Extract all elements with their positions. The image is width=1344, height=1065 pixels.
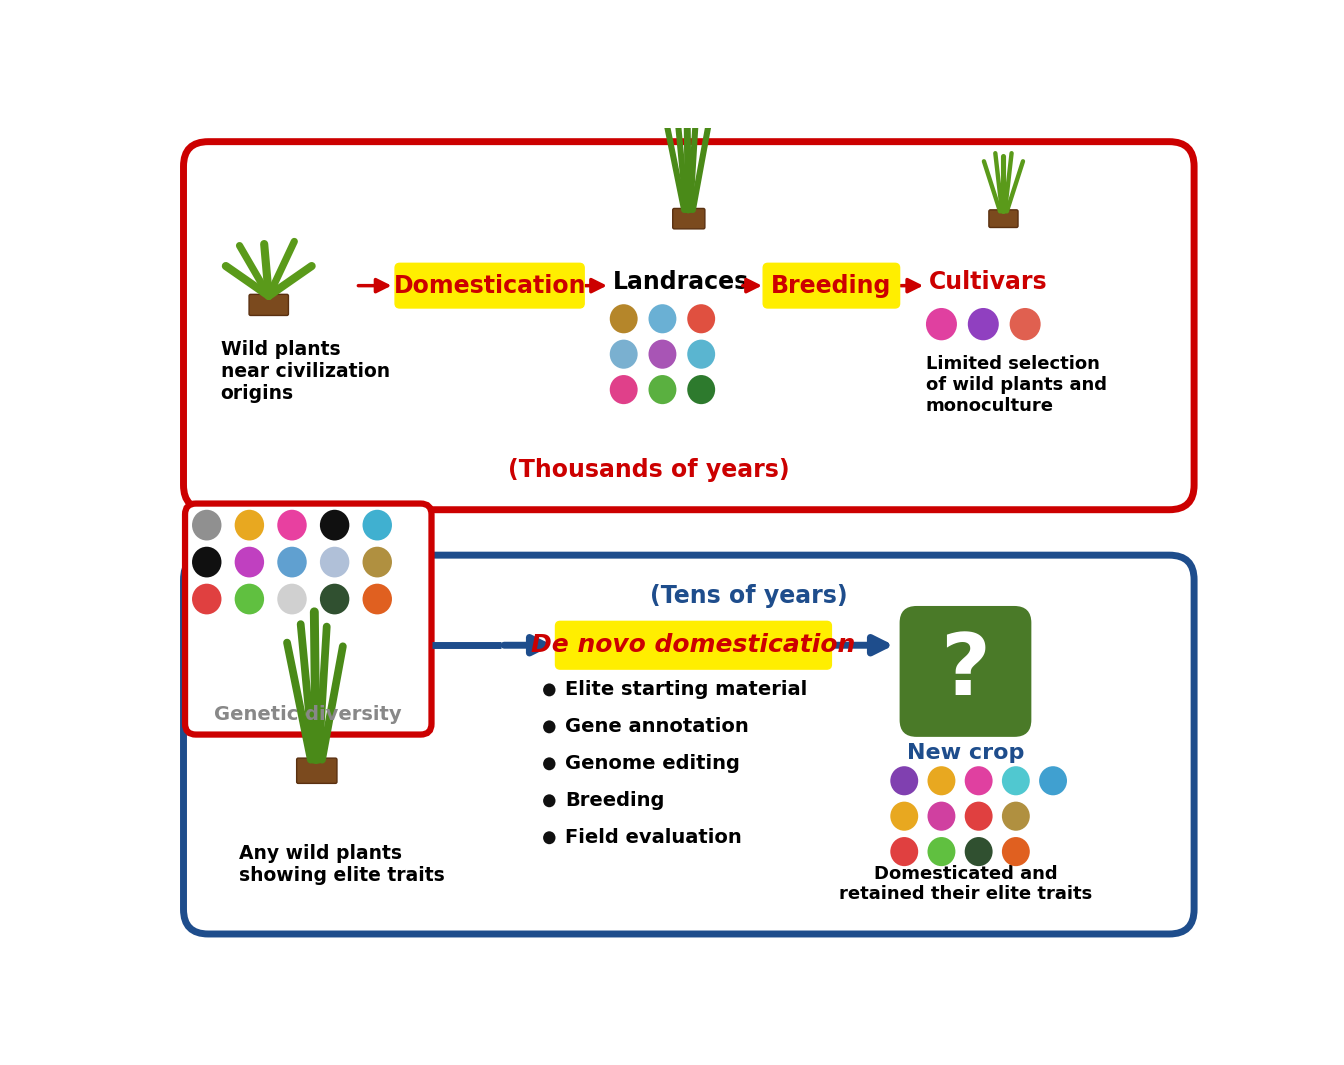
- Ellipse shape: [1001, 766, 1030, 796]
- Ellipse shape: [649, 340, 676, 368]
- Ellipse shape: [235, 546, 265, 577]
- FancyBboxPatch shape: [555, 621, 832, 669]
- Ellipse shape: [277, 584, 306, 615]
- FancyBboxPatch shape: [249, 294, 289, 315]
- Ellipse shape: [192, 510, 222, 540]
- Ellipse shape: [610, 375, 637, 404]
- Text: Elite starting material: Elite starting material: [564, 681, 806, 700]
- Ellipse shape: [363, 546, 392, 577]
- Text: Landraces: Landraces: [613, 269, 749, 294]
- Text: Domestication: Domestication: [394, 274, 586, 297]
- Ellipse shape: [965, 766, 993, 796]
- Ellipse shape: [543, 684, 555, 697]
- Text: De novo domestication: De novo domestication: [531, 634, 856, 657]
- FancyBboxPatch shape: [184, 142, 1193, 510]
- Ellipse shape: [320, 510, 349, 540]
- Ellipse shape: [543, 794, 555, 807]
- Ellipse shape: [890, 802, 918, 831]
- Ellipse shape: [192, 584, 222, 615]
- Text: Domesticated and
retained their elite traits: Domesticated and retained their elite tr…: [839, 865, 1093, 903]
- Ellipse shape: [320, 546, 349, 577]
- Ellipse shape: [649, 305, 676, 333]
- Ellipse shape: [1001, 802, 1030, 831]
- Text: Breeding: Breeding: [771, 274, 891, 297]
- Text: (Thousands of years): (Thousands of years): [508, 458, 789, 482]
- Text: Gene annotation: Gene annotation: [564, 718, 749, 736]
- FancyBboxPatch shape: [297, 758, 337, 784]
- Text: Cultivars: Cultivars: [929, 269, 1048, 294]
- Ellipse shape: [277, 510, 306, 540]
- Ellipse shape: [890, 766, 918, 796]
- FancyBboxPatch shape: [184, 555, 1193, 934]
- Ellipse shape: [687, 340, 715, 368]
- Ellipse shape: [649, 375, 676, 404]
- Text: New crop: New crop: [907, 743, 1024, 763]
- FancyBboxPatch shape: [899, 606, 1031, 737]
- Ellipse shape: [965, 837, 993, 866]
- Text: Any wild plants
showing elite traits: Any wild plants showing elite traits: [239, 843, 445, 885]
- FancyBboxPatch shape: [185, 504, 431, 735]
- Text: Field evaluation: Field evaluation: [564, 829, 742, 848]
- Ellipse shape: [1001, 837, 1030, 866]
- Ellipse shape: [235, 584, 265, 615]
- Ellipse shape: [543, 720, 555, 734]
- Text: Breeding: Breeding: [564, 791, 664, 810]
- Ellipse shape: [687, 305, 715, 333]
- Ellipse shape: [277, 546, 306, 577]
- Ellipse shape: [968, 308, 999, 341]
- Text: Genetic diversity: Genetic diversity: [215, 705, 402, 724]
- Ellipse shape: [363, 510, 392, 540]
- Ellipse shape: [235, 510, 265, 540]
- Ellipse shape: [1039, 766, 1067, 796]
- Ellipse shape: [610, 305, 637, 333]
- Ellipse shape: [543, 832, 555, 845]
- Ellipse shape: [363, 584, 392, 615]
- Ellipse shape: [927, 766, 956, 796]
- Ellipse shape: [1009, 308, 1040, 341]
- Ellipse shape: [610, 340, 637, 368]
- Ellipse shape: [687, 375, 715, 404]
- Ellipse shape: [927, 837, 956, 866]
- Text: ?: ?: [941, 629, 991, 712]
- Ellipse shape: [543, 757, 555, 770]
- FancyBboxPatch shape: [395, 263, 585, 308]
- Ellipse shape: [965, 802, 993, 831]
- FancyBboxPatch shape: [673, 209, 704, 229]
- Ellipse shape: [927, 802, 956, 831]
- Ellipse shape: [320, 584, 349, 615]
- Text: (Tens of years): (Tens of years): [650, 584, 848, 608]
- Text: Genome editing: Genome editing: [564, 754, 739, 773]
- FancyBboxPatch shape: [989, 210, 1017, 228]
- FancyBboxPatch shape: [763, 263, 899, 308]
- Text: Limited selection
of wild plants and
monoculture: Limited selection of wild plants and mon…: [926, 355, 1107, 414]
- Ellipse shape: [890, 837, 918, 866]
- Text: Wild plants
near civilization
origins: Wild plants near civilization origins: [220, 340, 390, 403]
- Ellipse shape: [926, 308, 957, 341]
- Ellipse shape: [192, 546, 222, 577]
